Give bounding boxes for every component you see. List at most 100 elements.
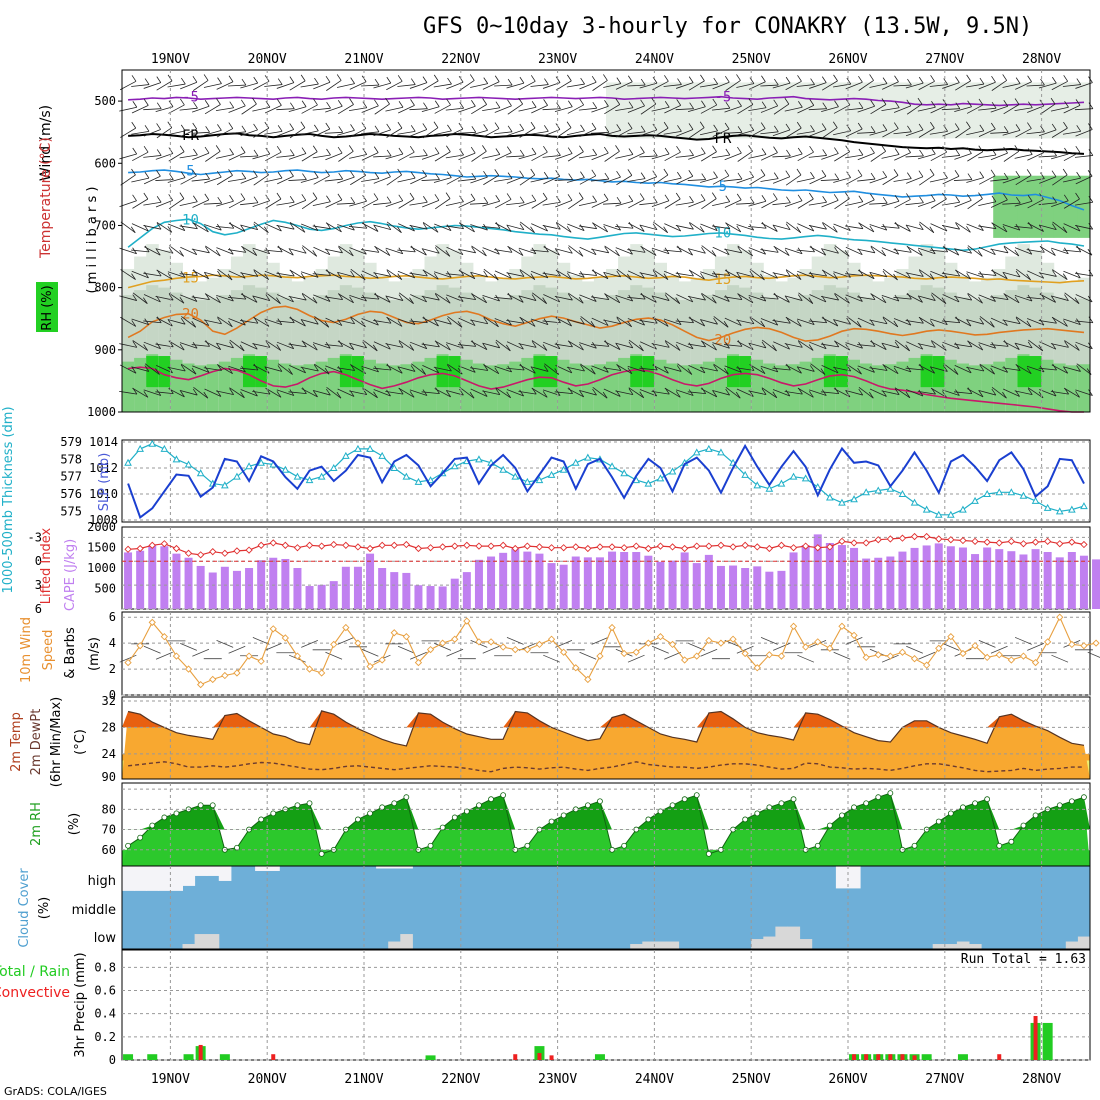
cape-bar <box>232 570 241 609</box>
wind-barb-shaft <box>893 178 912 182</box>
wind-barb-flag <box>518 97 524 105</box>
wind-barb-shaft <box>881 226 900 229</box>
wind-barb-flag <box>809 99 815 106</box>
wind-barb-flag <box>507 125 513 133</box>
wind-barb-flag <box>493 273 499 281</box>
cloud-high-bar <box>835 866 849 889</box>
wind-barb-shaft <box>591 105 609 113</box>
rh-point <box>705 850 712 857</box>
thickness-point <box>1031 496 1040 504</box>
wind-barb-shaft <box>506 176 524 184</box>
rh-shade-upper <box>981 82 994 139</box>
wind-barb-shaft <box>820 343 839 348</box>
cape-bar <box>1007 551 1016 609</box>
cloud-low-bar <box>775 926 788 949</box>
cape-bar <box>1092 559 1100 609</box>
wind-barb-shaft <box>639 341 657 350</box>
cloud-high-bar <box>134 866 147 891</box>
wind-barb-flag <box>314 77 319 85</box>
wind-barb-flag <box>568 173 573 180</box>
wind-barb-shaft <box>749 128 766 138</box>
wind-barb-flag <box>422 248 427 256</box>
li-point <box>741 541 749 549</box>
wind-barb-flag <box>918 389 924 397</box>
wind-barb-shaft <box>1027 152 1044 161</box>
wind-barb-flag <box>313 390 318 398</box>
wind-barb-shaft <box>590 131 609 134</box>
wind-barb-shaft <box>422 80 439 91</box>
wind-barb-shaft <box>990 131 1009 134</box>
rh-shade-high <box>908 357 922 412</box>
wind-barb-flag <box>918 223 924 230</box>
wind-barb-shaft <box>906 246 923 256</box>
wind-barb-shaft <box>1038 320 1057 324</box>
wind-barb-shaft <box>192 365 210 373</box>
wind-barb-shaft <box>749 364 766 375</box>
wind-barb-shaft <box>846 363 862 375</box>
wind-barb-flag <box>893 320 899 328</box>
wind-barb-shaft <box>603 202 622 205</box>
cloud-label: Cloud Cover <box>17 868 32 948</box>
thickness-point <box>753 481 762 489</box>
wind-barb-shaft <box>1051 80 1068 91</box>
wind-barb-flag <box>808 297 814 304</box>
precip-frame <box>121 949 1091 1061</box>
isotherm-label: 5 <box>186 163 194 179</box>
wind-barb-shaft <box>882 364 899 375</box>
wind-speed-point <box>330 640 338 649</box>
wind-barb-shaft <box>398 292 414 304</box>
wind-barb-shaft <box>350 268 366 281</box>
wind-barb-shaft <box>119 80 137 91</box>
wind-barb-flag <box>1027 195 1033 202</box>
wind-barb-shaft <box>615 81 633 90</box>
wind-barb-flag <box>1075 145 1081 153</box>
rh-point <box>1068 798 1075 805</box>
wind-barb-shaft <box>640 246 657 256</box>
rh-point <box>996 842 1003 849</box>
wind-barb-flag <box>338 246 343 254</box>
wind-barb-shaft <box>845 107 864 111</box>
thickness-point <box>971 496 979 504</box>
wind-barb-shaft <box>458 152 476 161</box>
day-label-top: 27NOV <box>925 52 964 67</box>
wind-barb-flag <box>1088 196 1094 203</box>
wind-barb-shaft <box>930 223 948 232</box>
wind-barb-flag <box>905 391 911 398</box>
day-label-bottom: 20NOV <box>248 1072 287 1087</box>
wind-barb-flag <box>567 319 572 327</box>
wind-barb-flag <box>1051 389 1057 397</box>
wind-barb-shaft <box>422 221 439 233</box>
cape-bar <box>729 565 738 609</box>
wind-barb-shaft <box>882 128 899 138</box>
wind-barb-flag <box>616 77 622 84</box>
wind-barb-shaft <box>894 222 911 232</box>
wind-barb-shaft <box>663 318 682 326</box>
wind-barb-shaft <box>179 389 198 396</box>
wind-barb-shaft <box>168 340 185 351</box>
wind-barb-shaft <box>580 316 596 328</box>
wind-barb-shaft <box>131 270 149 279</box>
wind-barb-flag <box>579 98 585 106</box>
cape-bar <box>305 586 314 609</box>
wind-barb-shaft <box>1075 175 1093 185</box>
cape-bar <box>148 545 157 609</box>
wind-barb-flag <box>544 245 549 253</box>
wind-barb-flag <box>773 99 779 107</box>
wind-barb-shaft <box>797 223 815 232</box>
wind-barb-shaft <box>531 340 548 351</box>
rh-point <box>790 796 797 803</box>
rh-tick-label: 60 <box>102 843 116 857</box>
wind-barb-shaft <box>143 201 162 206</box>
wind-barb-shaft <box>338 151 354 162</box>
wind-barb-shaft <box>978 128 996 137</box>
cape-bar <box>414 585 423 609</box>
wind-barb-shaft <box>227 249 246 253</box>
wind-barb-shaft <box>554 153 573 160</box>
surface-wind-barb <box>506 637 524 645</box>
wind-barb-shaft <box>482 390 500 395</box>
wind-barb-shaft <box>555 365 573 374</box>
wind-barb-shaft <box>857 105 875 113</box>
wind-barb-shaft <box>1062 249 1081 253</box>
wind-barb-shaft <box>337 271 355 278</box>
